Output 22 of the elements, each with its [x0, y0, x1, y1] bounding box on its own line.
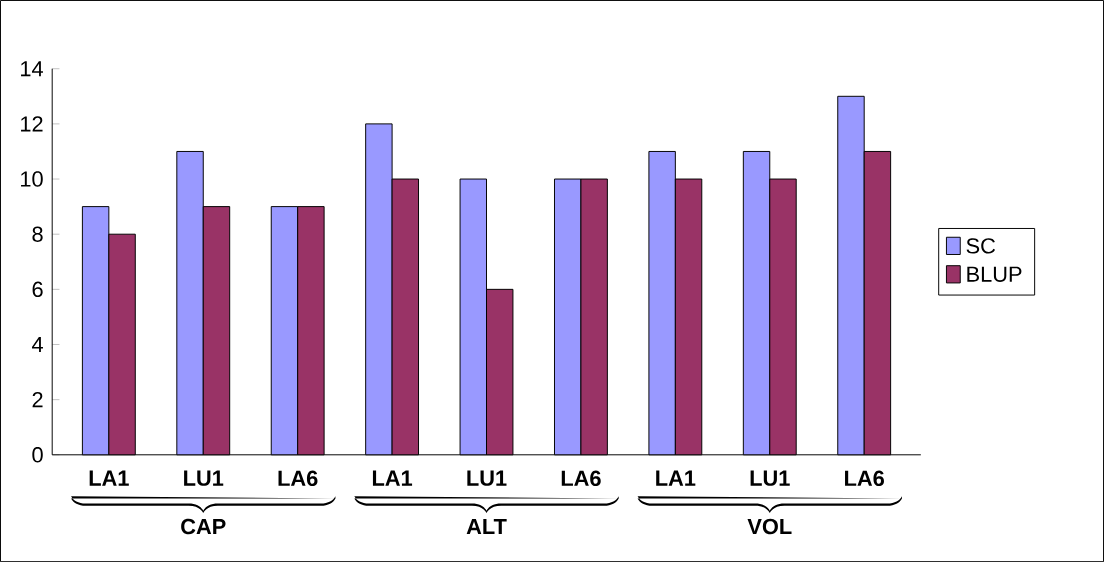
y-tick-label: 0 [32, 447, 43, 463]
y-tick-label: 14 [21, 61, 43, 77]
legend-label: SC [966, 238, 996, 254]
x-tick-label: LA6 [845, 470, 884, 487]
y-tick-label: 8 [32, 226, 43, 242]
y-tick-label: 6 [32, 281, 43, 298]
x-tick-label: LA1 [656, 470, 696, 486]
y-tick-label: 4 [31, 336, 43, 352]
text: VOL [747, 518, 792, 535]
legend-label: BLUP [967, 266, 1022, 282]
x-tick-label: LU1 [467, 470, 507, 486]
x-tick-label: LA6 [278, 470, 318, 487]
x-tick-label: LU1 [184, 470, 224, 486]
x-tick-label: LU1 [750, 470, 790, 486]
y-tick-label: 2 [32, 391, 43, 408]
text: CAP [181, 518, 226, 535]
x-tick-label: LA6 [561, 470, 601, 487]
y-tick-label: 12 [21, 116, 43, 132]
text: ALT [466, 518, 507, 534]
x-tick-label: LA1 [372, 470, 413, 486]
y-tick-label: 10 [21, 171, 43, 187]
x-tick-label: LA1 [89, 470, 129, 486]
